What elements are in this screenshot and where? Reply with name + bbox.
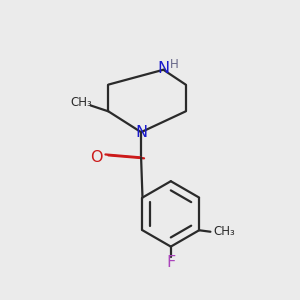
Text: O: O [90,150,102,165]
Text: CH₃: CH₃ [213,225,235,238]
Text: N: N [157,61,170,76]
Text: H: H [170,58,179,71]
Text: CH₃: CH₃ [71,96,92,109]
Text: N: N [135,125,147,140]
Text: F: F [166,255,176,270]
